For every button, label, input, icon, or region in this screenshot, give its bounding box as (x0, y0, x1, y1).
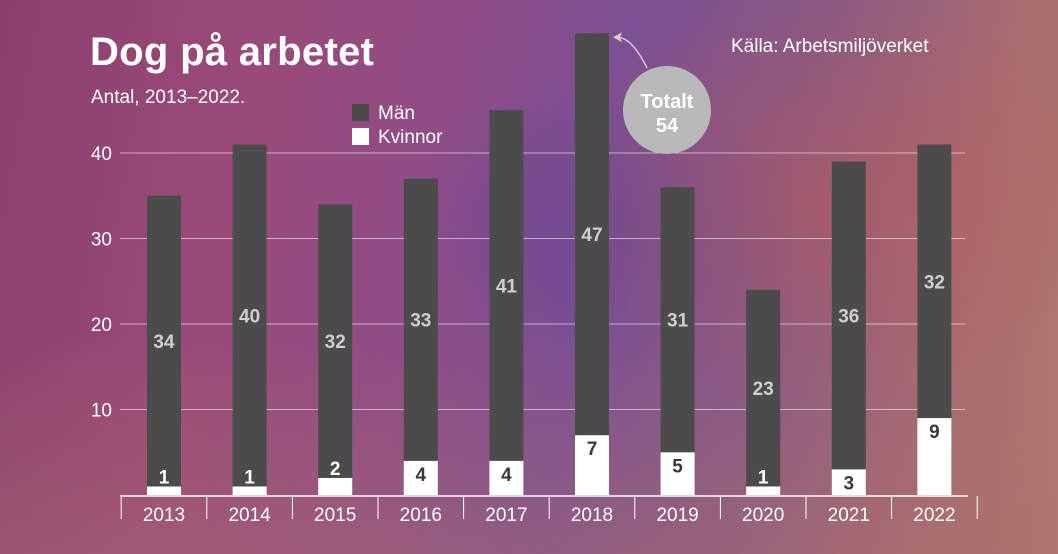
y-tick-label: 20 (91, 315, 112, 336)
x-tick-label: 2022 (913, 505, 955, 526)
data-label-men: 23 (753, 379, 774, 400)
callout-value: 54 (656, 115, 679, 137)
data-label-men: 34 (153, 332, 175, 353)
bar-men-2020 (746, 289, 781, 487)
data-label-women: 2 (330, 459, 341, 480)
callout-arrowhead (613, 32, 622, 43)
x-tick-label: 2019 (656, 505, 698, 526)
bar-men-2015 (318, 204, 353, 478)
y-tick-label: 10 (91, 401, 112, 422)
bar-women-2022 (917, 418, 952, 495)
bar-men-2013 (147, 195, 181, 487)
bar-women-2017 (489, 460, 524, 495)
data-label-women: 9 (929, 422, 940, 443)
bars: 1 34 1 40 2 32 4 33 4 41 7 47 5 31 1 23 3 36 9 32 (147, 33, 952, 495)
data-label-women: 5 (672, 456, 683, 477)
bar-women-2013 (147, 486, 181, 495)
bar-men-2017 (489, 110, 524, 461)
source-note: Källa: Arbetsmiljöverket (731, 36, 929, 57)
data-label-women: 4 (501, 465, 512, 486)
data-label-men: 41 (496, 277, 518, 298)
bar-men-2019 (660, 187, 695, 453)
data-label-women: 3 (844, 473, 855, 494)
bar-women-2014 (232, 486, 267, 495)
legend-label: Kvinnor (378, 127, 443, 148)
bar-women-2021 (831, 469, 866, 495)
x-tick-label: 2020 (742, 505, 784, 526)
data-label-women: 1 (159, 467, 170, 488)
x-tick-label: 2015 (314, 505, 356, 526)
chart-subtitle: Antal, 2013–2022. (91, 87, 246, 108)
bar-women-2016 (403, 460, 438, 495)
data-label-men: 32 (924, 272, 945, 293)
x-tick-label: 2016 (400, 505, 442, 526)
callout-circle (623, 66, 711, 154)
legend-label: Män (378, 103, 415, 124)
bar-women-2015 (318, 477, 353, 495)
data-label-men: 33 (410, 311, 431, 332)
legend-swatch (352, 104, 369, 121)
y-tick-label: 30 (91, 230, 112, 251)
y-tick-label: 40 (91, 144, 112, 165)
bar-women-2019 (660, 452, 695, 495)
x-axis: 2013 2014 2015 2016 2017 2018 2019 2020 2021 2022 (120, 495, 978, 526)
bar-men-2022 (917, 144, 952, 419)
bar-men-2018 (575, 33, 609, 436)
data-label-men: 36 (838, 306, 859, 327)
data-label-men: 47 (581, 225, 602, 246)
bar-women-2018 (575, 435, 609, 495)
data-label-women: 1 (758, 467, 769, 488)
data-label-men: 31 (667, 311, 689, 332)
x-tick-label: 2013 (143, 505, 185, 526)
data-label-men: 32 (325, 332, 346, 353)
data-label-women: 7 (587, 439, 598, 460)
data-label-men: 40 (239, 306, 260, 327)
bar-men-2021 (831, 161, 866, 470)
legend-swatch (352, 128, 369, 145)
data-label-women: 4 (416, 465, 427, 486)
callout-label: Totalt (641, 91, 694, 113)
chart-title: Dog på arbetet (90, 30, 375, 74)
bar-women-2020 (746, 486, 781, 495)
data-label-women: 1 (244, 467, 255, 488)
x-tick-label: 2021 (828, 505, 870, 526)
bar-men-2016 (403, 178, 438, 461)
x-tick-label: 2014 (228, 505, 271, 526)
x-tick-label: 2018 (571, 505, 613, 526)
legend: Män Kvinnor (352, 103, 443, 148)
bar-men-2014 (232, 144, 267, 487)
x-tick-label: 2017 (485, 505, 527, 526)
